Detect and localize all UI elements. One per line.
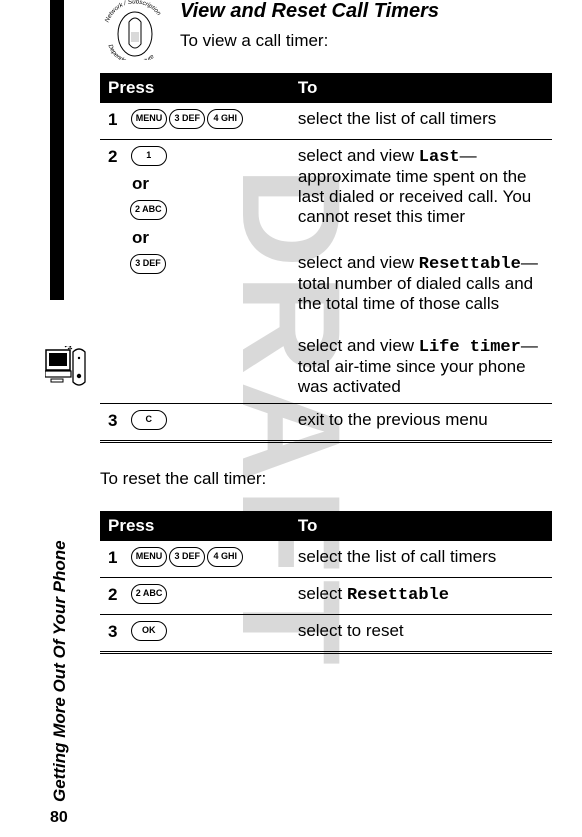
feature-badge-icon: Network / Subscription Dependent Feature [100, 0, 170, 60]
table-row: 3 OK select to reset [100, 615, 552, 653]
step-desc: select the list of call timers [290, 103, 552, 140]
step-desc: exit to the previous menu [290, 404, 552, 442]
key-3-icon: 3 DEF [169, 547, 205, 567]
or-label: or [108, 174, 282, 194]
step-number: 3 [108, 622, 126, 642]
key-2-icon: 2 ABC [130, 200, 167, 220]
table-row: 1 MENU3 DEF4 GHI select the list of call… [100, 541, 552, 578]
step-number: 2 [108, 147, 126, 167]
table-row: 2 2 ABC select Resettable [100, 578, 552, 615]
step-desc: select to reset [290, 615, 552, 653]
key-3-icon: 3 DEF [169, 109, 205, 129]
or-label: or [108, 228, 282, 248]
step-number: 3 [108, 411, 126, 431]
step-desc: select and view Resettable— total number… [298, 253, 544, 314]
key-menu-icon: MENU [131, 547, 168, 567]
phone-computer-icon [45, 346, 88, 391]
key-c-icon: C [131, 410, 167, 430]
key-4-icon: 4 GHI [207, 109, 243, 129]
step-desc: select and view Last— approximate time s… [298, 146, 544, 227]
page-number: 80 [50, 809, 68, 827]
key-2-icon: 2 ABC [131, 584, 168, 604]
reset-timer-table: Press To 1 MENU3 DEF4 GHI select the lis… [100, 511, 552, 654]
col-to: To [290, 73, 552, 103]
step-number: 2 [108, 585, 126, 605]
key-1-icon: 1 [131, 146, 167, 166]
intro-reset: To reset the call timer: [100, 469, 552, 489]
intro-view: To view a call timer: [180, 31, 552, 51]
step-desc: select the list of call timers [290, 541, 552, 578]
table-row: 2 1 or 2 ABC or 3 DEF select and view La… [100, 140, 552, 404]
step-desc: select and view Life timer— total air-ti… [298, 336, 544, 397]
key-3-icon: 3 DEF [130, 254, 166, 274]
key-ok-icon: OK [131, 621, 167, 641]
step-desc: select Resettable [290, 578, 552, 615]
col-press: Press [100, 511, 290, 541]
section-label: Getting More Out Of Your Phone [50, 510, 74, 802]
section-heading: View and Reset Call Timers [180, 0, 552, 23]
view-timer-table: Press To 1 MENU3 DEF4 GHI select the lis… [100, 73, 552, 443]
col-press: Press [100, 73, 290, 103]
key-menu-icon: MENU [131, 109, 168, 129]
col-to: To [290, 511, 552, 541]
table-row: 3 C exit to the previous menu [100, 404, 552, 442]
side-tab [50, 0, 64, 300]
key-4-icon: 4 GHI [207, 547, 243, 567]
step-number: 1 [108, 548, 126, 568]
step-number: 1 [108, 110, 126, 130]
table-row: 1 MENU3 DEF4 GHI select the list of call… [100, 103, 552, 140]
